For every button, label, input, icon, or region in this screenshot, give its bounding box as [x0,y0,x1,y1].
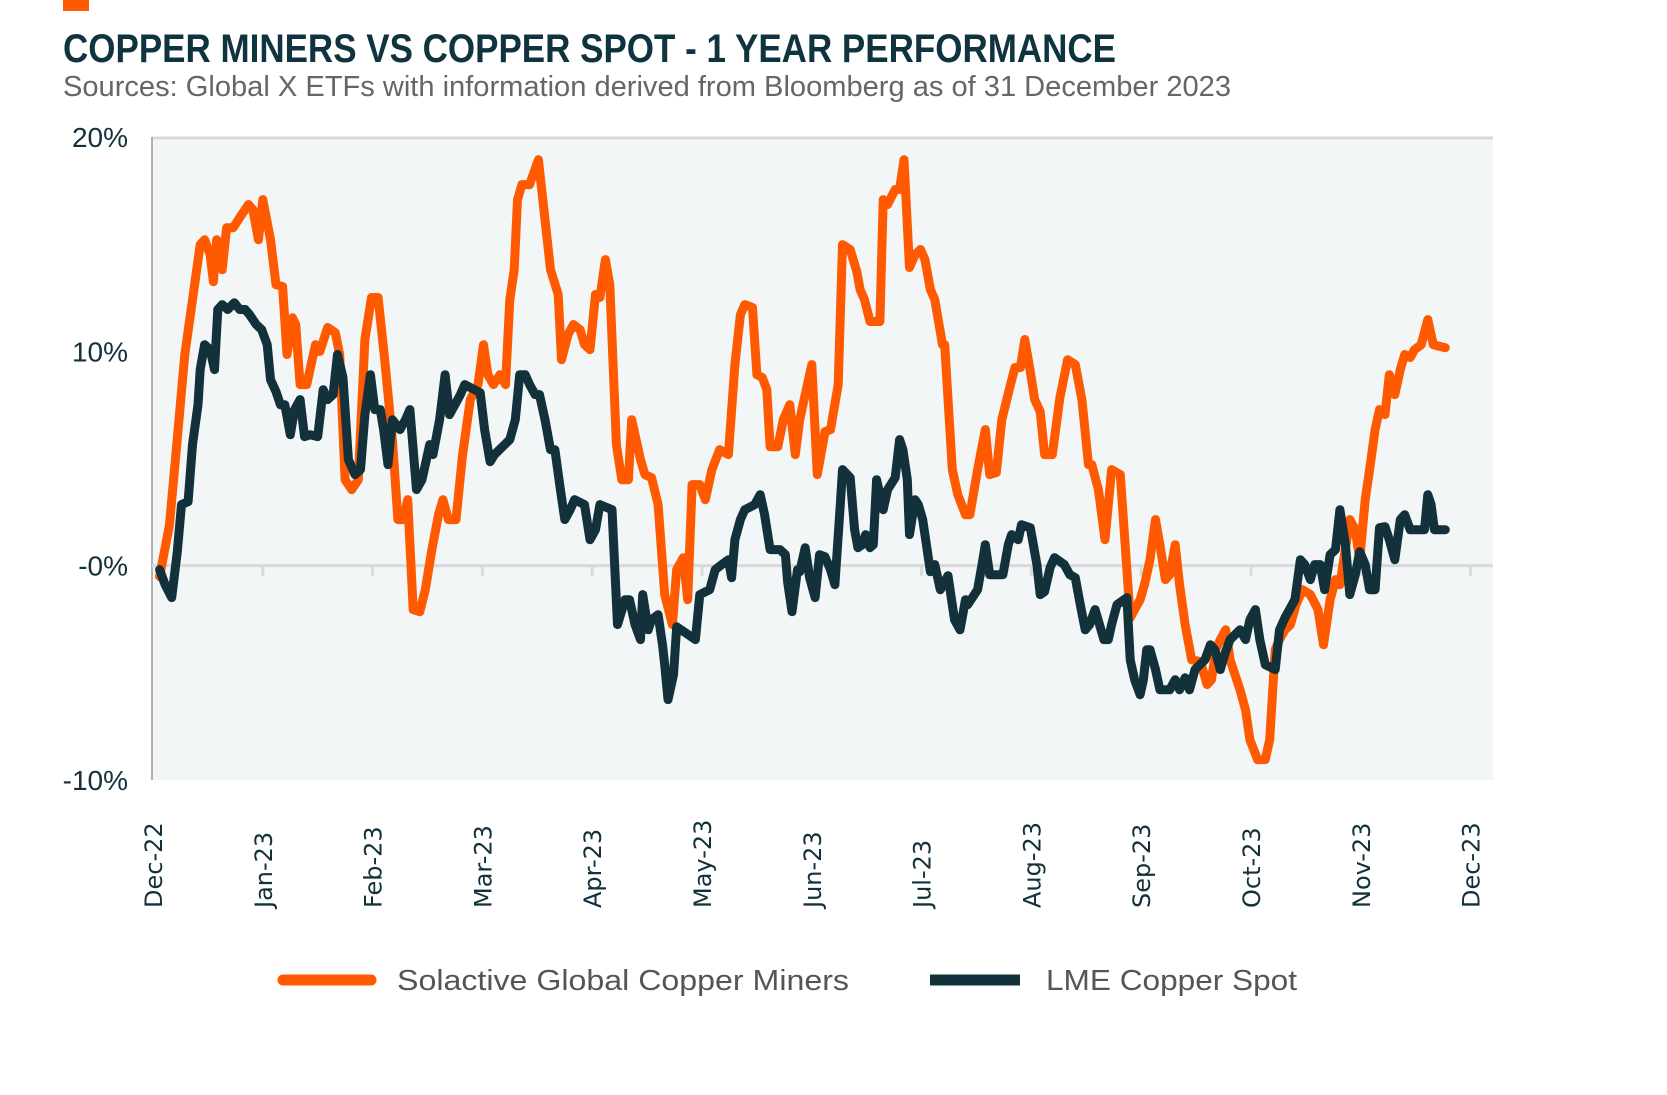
x-tick-label: Jan-23 [250,832,278,910]
x-tick-label: Jun-23 [799,831,827,910]
x-tick-label: Oct-23 [1238,827,1266,908]
x-tick-label: Apr-23 [579,829,607,908]
legend-item-miners[interactable]: Solactive Global Copper Miners [277,965,849,997]
y-tick-label: 20% [72,122,128,153]
x-tick-label: Dec-22 [140,822,168,908]
x-tick-label: May-23 [689,820,717,908]
y-tick-labels: 20% 10% -0% -10% [63,122,128,796]
series-line-copper-miners [155,155,1450,765]
series-line-lme-copper-spot [155,298,1450,705]
legend: Solactive Global Copper Miners LME Coppe… [277,965,1297,997]
chart-subtitle: Sources: Global X ETFs with information … [63,71,1231,103]
brand-accent-mark [63,0,89,11]
series-lines [155,155,1450,765]
x-tick-labels: Dec-22 Jan-23 Feb-23 Mar-23 Apr-23 May-23 Jun-… [140,820,1486,910]
chart-title: COPPER MINERS VS COPPER SPOT - 1 YEAR PE… [63,27,1116,71]
x-tick-label: Jul-23 [909,840,937,910]
legend-label-miners: Solactive Global Copper Miners [397,965,849,997]
x-tick-label: Feb-23 [360,826,388,908]
x-tick-label: Nov-23 [1348,823,1376,908]
x-tick-label: Sep-23 [1128,824,1156,908]
legend-label-copper-spot: LME Copper Spot [1046,965,1297,997]
y-tick-label: -0% [78,551,128,582]
legend-item-copper-spot[interactable]: LME Copper Spot [930,965,1297,997]
x-tick-label: Aug-23 [1018,822,1046,908]
y-tick-label: -10% [63,765,128,796]
x-tick-label: Mar-23 [469,825,497,908]
y-tick-label: 10% [72,336,128,367]
x-tick-label: Dec-23 [1458,822,1486,908]
